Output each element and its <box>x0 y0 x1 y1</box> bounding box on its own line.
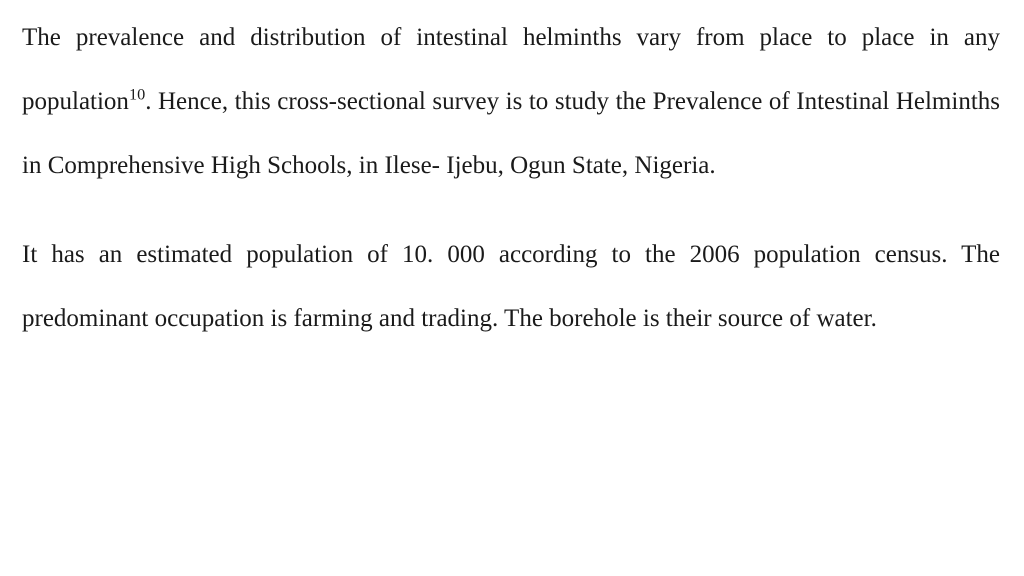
paragraph-2-text: It has an estimated population of 10. 00… <box>22 241 1000 332</box>
paragraph-1-text-c: . Hence, this cross-sectional survey is … <box>22 88 1000 179</box>
paragraph-1-text-b: population <box>22 88 129 115</box>
paragraph-1: The prevalence and distribution of intes… <box>22 6 1000 197</box>
paragraph-2: It has an estimated population of 10. 00… <box>22 223 1000 351</box>
paragraph-1-text-a: The prevalence and distribution of intes… <box>22 24 1000 51</box>
superscript-ref-10: 10 <box>129 85 145 103</box>
citation-ref: population10 <box>22 88 145 115</box>
document-page: The prevalence and distribution of intes… <box>0 0 1024 351</box>
